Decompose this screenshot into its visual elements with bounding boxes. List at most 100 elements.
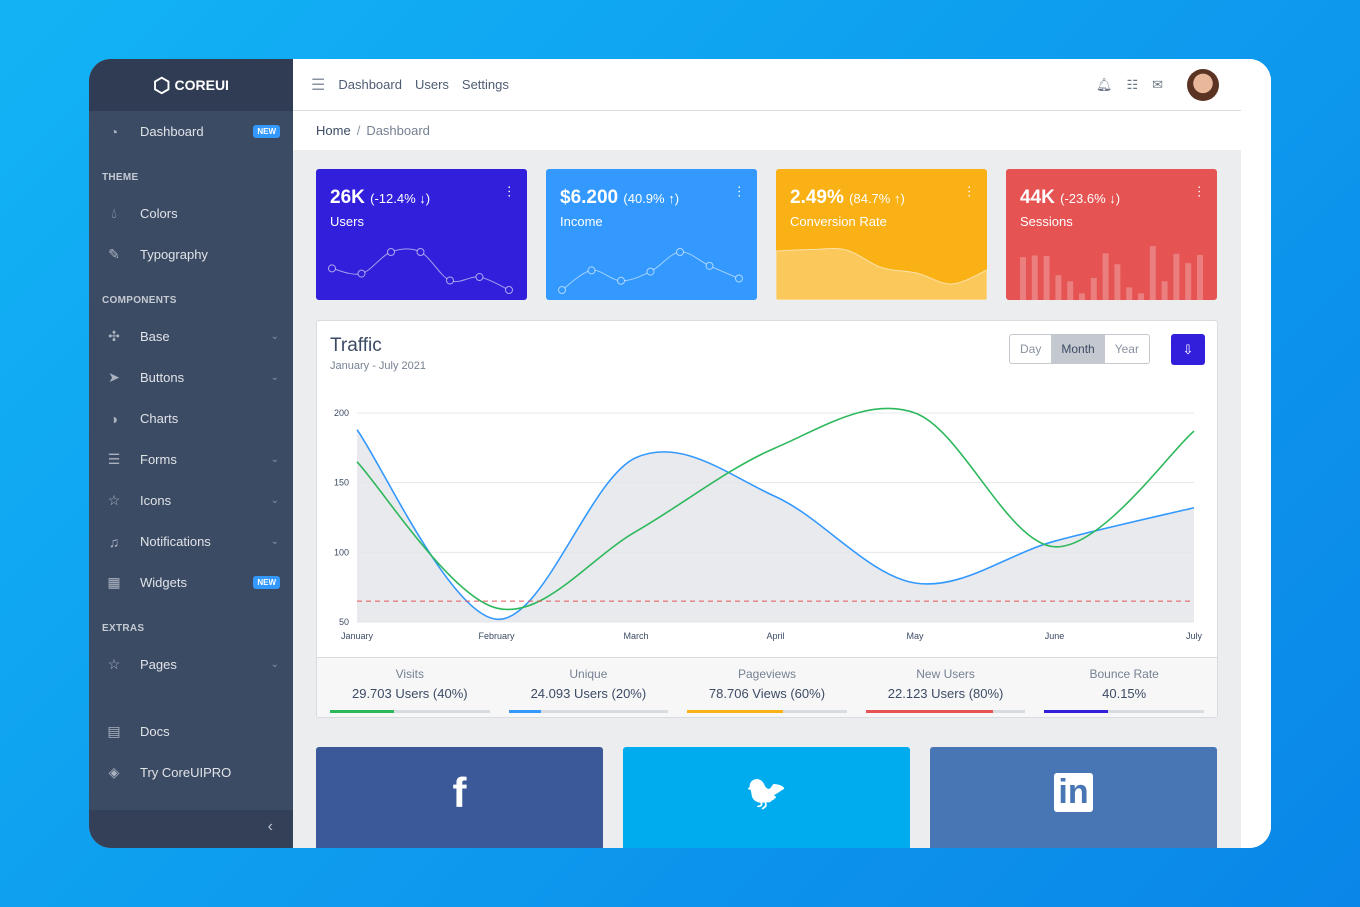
widget-point <box>646 267 655 276</box>
range-month[interactable]: Month <box>1051 335 1105 363</box>
sidebar-item-widgets[interactable]: ▦ Widgets NEW <box>89 562 293 603</box>
widget-value: 26K <box>330 187 365 208</box>
star-icon: ☆ <box>107 656 121 672</box>
breadcrumb: Home / Dashboard <box>293 111 1241 150</box>
header-link-settings[interactable]: Settings <box>461 77 509 92</box>
widget-income: $6.200 (40.9% ↑) Income ⋯ <box>546 169 757 300</box>
section-components: COMPONENTS <box>102 295 177 306</box>
header: ☰ Dashboard Users Settings 🔔︎ ☷ ✉ <box>293 59 1241 111</box>
download-button[interactable]: ⇩ <box>1171 334 1205 365</box>
stat-title: Unique <box>569 667 608 681</box>
widget-bar <box>1067 281 1074 300</box>
widget-chart <box>558 248 743 294</box>
widget-chart <box>776 247 987 300</box>
sidebar-item-colors[interactable]: 💧︎ Colors <box>89 193 293 234</box>
sidebar-item-forms[interactable]: ☰ Forms ⌄ <box>107 451 279 467</box>
scrollbar-track[interactable] <box>1241 59 1271 848</box>
range-year[interactable]: Year <box>1114 342 1139 356</box>
app-window: ⬡ COREUI ◔ Dashboard NEW THEME 💧︎ Colors ✎ Typ… <box>89 59 1271 848</box>
header-link-dashboard[interactable]: Dashboard <box>338 77 402 92</box>
traffic-chart: 50 100 150 200 January February March April May J… <box>334 407 1202 641</box>
twitter-icon: 🐦 <box>745 773 788 812</box>
widget-bar <box>1020 257 1026 300</box>
widget-bar <box>1090 278 1097 300</box>
chevron-down-icon: ⌄ <box>270 659 279 670</box>
widget-point <box>676 248 684 256</box>
envelope-icon[interactable]: ✉ <box>1152 76 1163 92</box>
calculator-icon: ▦ <box>107 574 121 590</box>
notes-icon: ☰ <box>107 451 121 467</box>
facebook-icon: f <box>452 768 467 816</box>
widget-change: (-12.4% ↓) <box>370 191 431 206</box>
speedometer-icon: ◔ <box>109 123 119 140</box>
sidebar-item-charts[interactable]: ◑ Charts <box>89 398 293 439</box>
sidebar-item-base[interactable]: ✣ Base ⌄ <box>89 316 293 357</box>
list-icon[interactable]: ☷ <box>1126 76 1139 92</box>
more-options-icon[interactable]: ⋯ <box>1192 185 1207 198</box>
sidebar-item-typography[interactable]: ✎ Typography <box>89 234 293 275</box>
widget-point <box>416 248 425 256</box>
more-options-icon[interactable]: ⋯ <box>502 185 517 198</box>
chevron-down-icon: ⌄ <box>270 331 279 342</box>
widget-point <box>328 264 336 273</box>
brand-logo[interactable]: ⬡ COREUI <box>89 59 293 111</box>
puzzle-icon: ✣ <box>108 328 120 344</box>
chart-pie-icon: ◑ <box>109 410 119 427</box>
sidebar-item-pages[interactable]: ☆ Pages ⌄ <box>107 656 279 672</box>
sidebar-toggle-button[interactable]: ‹ <box>89 810 293 848</box>
sidebar-item-try-coreuipro[interactable]: ◈ Try CoreUIPRO <box>89 752 293 793</box>
widget-change: (84.7% ↑) <box>849 191 905 206</box>
breadcrumb-current: Dashboard <box>366 123 430 138</box>
header-link-users[interactable]: Users <box>414 77 449 92</box>
stat-visits: Visits 29.703 Users (40%) <box>330 658 490 717</box>
sidebar-item-dashboard[interactable]: ◔ Dashboard NEW <box>89 111 293 152</box>
widget-area <box>776 247 987 300</box>
y-tick-label: 50 <box>339 617 349 627</box>
breadcrumb-home[interactable]: Home <box>316 123 351 138</box>
range-day[interactable]: Day <box>1020 342 1042 356</box>
cloud-download-icon: ⇩ <box>1182 342 1194 357</box>
sidebar-item-icons[interactable]: ☆ Icons ⌄ <box>107 492 279 508</box>
widget-value: 44K <box>1020 187 1055 208</box>
widget-point <box>558 286 566 294</box>
new-badge: NEW <box>253 125 280 138</box>
widget-label: Users <box>330 214 364 229</box>
widget-label: Sessions <box>1020 214 1073 229</box>
progress-fill <box>508 710 541 713</box>
x-tick-label: May <box>906 631 924 641</box>
widget-point <box>505 286 513 294</box>
x-tick-label: March <box>623 631 648 641</box>
more-options-icon[interactable]: ⋯ <box>962 185 977 198</box>
y-tick-label: 100 <box>334 547 349 557</box>
stat-value: 22.123 Users (80%) <box>887 686 1004 701</box>
widget-sessions: 44K (-23.6% ↓) Sessions ⋯ <box>1006 169 1217 300</box>
widget-bar <box>1031 255 1038 300</box>
widget-bar <box>1114 264 1121 300</box>
widget-point <box>705 261 714 270</box>
widget-bar <box>1079 293 1085 300</box>
widget-point <box>617 276 625 285</box>
chevron-down-icon: ⌄ <box>270 536 279 547</box>
widget-point <box>475 273 484 282</box>
facebook-card: f <box>316 747 603 848</box>
avatar[interactable] <box>1187 68 1219 101</box>
sidebar-item-docs[interactable]: ▤ Docs <box>107 723 170 739</box>
series-line <box>356 407 1195 611</box>
widget-conversion-rate: 2.49% (84.7% ↑) Conversion Rate ⋯ <box>776 169 987 300</box>
stat-title: Pageviews <box>737 667 796 681</box>
chevron-down-icon: ⌄ <box>270 495 279 506</box>
widget-bar <box>1102 253 1109 300</box>
sidebar-item-buttons[interactable]: ➤ Buttons ⌄ <box>89 357 293 398</box>
stat-value: 40.15% <box>1102 686 1147 701</box>
traffic-title: Traffic <box>330 335 382 356</box>
hamburger-menu-icon[interactable]: ☰ <box>311 76 326 94</box>
bell-icon[interactable]: 🔔︎ <box>1095 76 1113 92</box>
widget-bar <box>1149 246 1156 300</box>
progress-bar <box>687 710 847 713</box>
series-area <box>357 429 1194 622</box>
sidebar-item-notifications[interactable]: ♫ Notifications ⌄ <box>89 521 293 562</box>
progress-bar <box>1044 710 1204 713</box>
more-options-icon[interactable]: ⋯ <box>732 185 747 198</box>
layers-icon: ◈ <box>108 764 120 780</box>
linkedin-icon: in <box>1054 773 1093 812</box>
